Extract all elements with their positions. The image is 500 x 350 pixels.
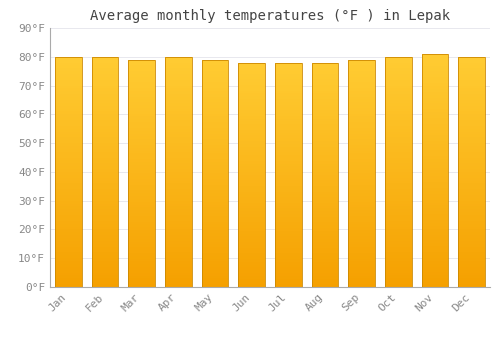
Bar: [385, 57, 411, 287]
Bar: [422, 54, 448, 287]
Title: Average monthly temperatures (°F ) in Lepak: Average monthly temperatures (°F ) in Le…: [90, 9, 450, 23]
Bar: [458, 57, 485, 287]
Bar: [202, 60, 228, 287]
Bar: [92, 57, 118, 287]
Bar: [55, 57, 82, 287]
Bar: [348, 60, 375, 287]
Bar: [165, 57, 192, 287]
Bar: [238, 63, 265, 287]
Bar: [312, 63, 338, 287]
Bar: [128, 60, 155, 287]
Bar: [275, 63, 301, 287]
